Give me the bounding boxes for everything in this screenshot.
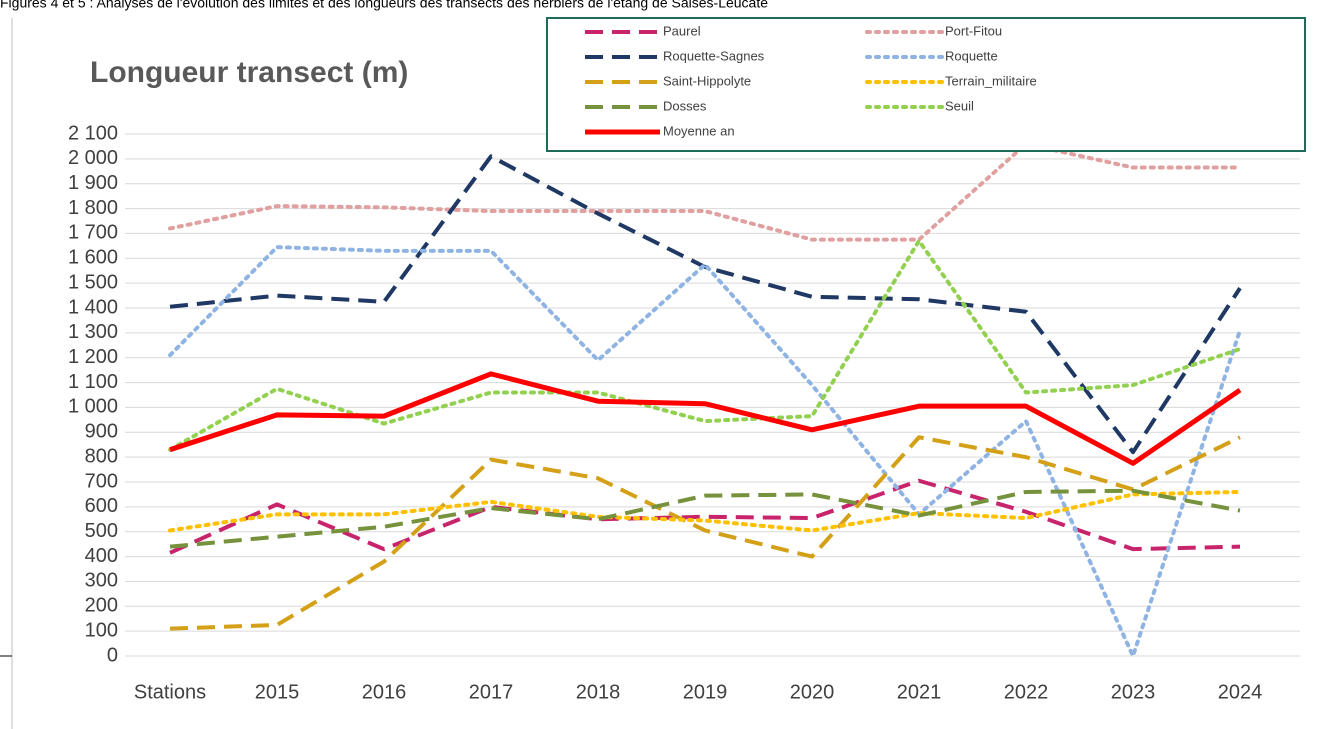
y-tick-label: 1 600	[68, 247, 118, 269]
y-tick-label: 500	[85, 520, 118, 542]
x-tick-label: 2019	[683, 681, 728, 703]
x-tick-label: 2016	[362, 681, 407, 703]
series-line	[168, 238, 1242, 452]
y-tick-label: 600	[85, 495, 118, 517]
series-line	[168, 245, 1242, 658]
legend-label: Saint-Hippolyte	[663, 73, 751, 88]
x-tick-label: Stations	[134, 681, 206, 703]
y-tick-label: 1 300	[68, 321, 118, 343]
y-tick-label: 1 500	[68, 271, 118, 293]
series-line	[169, 154, 1242, 455]
series-line	[168, 489, 1242, 533]
legend-label: Paurel	[663, 23, 701, 38]
chart-title: Longueur transect (m)	[90, 56, 408, 89]
legend-label: Port-Fitou	[945, 23, 1002, 38]
legend-label: Roquette	[945, 48, 998, 63]
y-tick-label: 0	[107, 644, 118, 666]
y-tick-label: 200	[85, 595, 118, 617]
series-line	[168, 141, 1242, 242]
series-line	[169, 478, 1241, 555]
x-tick-label: 2020	[790, 681, 835, 703]
y-tick-label: 1 100	[68, 371, 118, 393]
series-line	[169, 435, 1241, 631]
y-tick-label: 400	[85, 545, 118, 567]
y-tick-label: 700	[85, 470, 118, 492]
x-tick-label: 2015	[255, 681, 300, 703]
caption: Figures 4 et 5 : Analyses de l'évolution…	[0, 0, 768, 11]
y-tick-label: 1 200	[68, 346, 118, 368]
legend-box	[546, 17, 1306, 152]
legend-label: Seuil	[945, 98, 974, 113]
x-tick-label: 2022	[1004, 681, 1049, 703]
series-line	[169, 371, 1242, 466]
legend-label: Moyenne an	[663, 123, 735, 138]
x-tick-label: 2017	[469, 681, 514, 703]
y-tick-label: 300	[85, 570, 118, 592]
y-tick-label: 1 900	[68, 172, 118, 194]
y-tick-label: 1 000	[68, 396, 118, 418]
y-tick-label: 1 700	[68, 222, 118, 244]
x-tick-label: 2018	[576, 681, 621, 703]
legend-label: Dosses	[663, 98, 707, 113]
y-tick-label: 900	[85, 421, 118, 443]
y-tick-label: 2 100	[68, 122, 118, 144]
x-tick-label: 2024	[1218, 681, 1263, 703]
legend-label: Roquette-Sagnes	[663, 48, 765, 63]
y-tick-label: 100	[85, 619, 118, 641]
x-tick-label: 2021	[897, 681, 942, 703]
y-tick-label: 1 400	[68, 296, 118, 318]
y-tick-label: 1 800	[68, 197, 118, 219]
x-tick-label: 2023	[1111, 681, 1156, 703]
y-tick-label: 800	[85, 445, 118, 467]
legend-label: Terrain_militaire	[945, 73, 1037, 88]
series-line	[169, 488, 1241, 549]
y-tick-label: 2 000	[68, 147, 118, 169]
